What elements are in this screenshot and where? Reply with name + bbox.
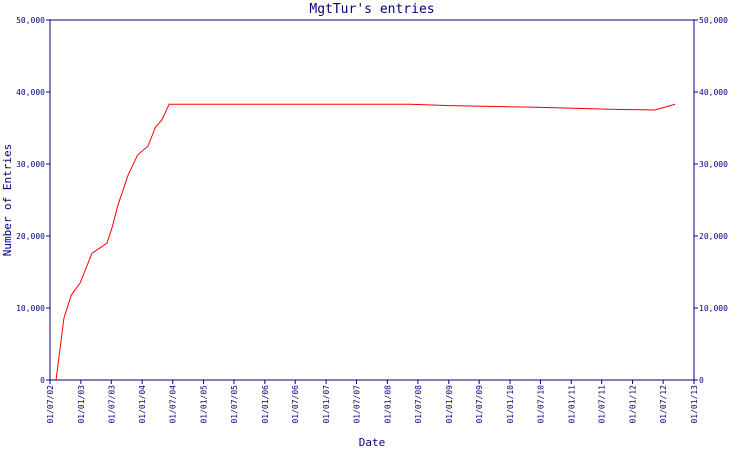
x-tick-label: 01/07/02: [46, 385, 55, 424]
x-tick-label: 01/07/06: [291, 385, 300, 424]
chart-title: MgtTur's entries: [309, 2, 434, 17]
y-tick-label: 40,000: [16, 88, 45, 97]
y-axis-title: Number of Entries: [1, 144, 14, 257]
y2-tick-label: 20,000: [699, 232, 728, 241]
x-tick-label: 01/01/09: [445, 385, 454, 424]
y-tick-label: 30,000: [16, 160, 45, 169]
x-tick-label: 01/07/10: [536, 385, 545, 424]
x-tick-label: 01/01/03: [77, 385, 86, 424]
x-tick-label: 01/07/08: [414, 385, 423, 424]
y-tick-label: 0: [40, 376, 45, 385]
x-tick-label: 01/01/08: [383, 385, 392, 424]
x-tick-label: 01/07/05: [230, 385, 239, 424]
y2-tick-label: 40,000: [699, 88, 728, 97]
y-tick-label: 20,000: [16, 232, 45, 241]
x-tick-label: 01/01/10: [506, 385, 515, 424]
x-tick-label: 01/01/12: [629, 385, 638, 424]
y2-tick-label: 30,000: [699, 160, 728, 169]
plot-frame: [49, 19, 695, 381]
y2-tick-label: 50,000: [699, 16, 728, 25]
x-tick-label: 01/07/11: [598, 385, 607, 424]
x-tick-label: 01/07/07: [352, 385, 361, 424]
x-tick-label: 01/07/12: [659, 385, 668, 424]
x-tick-label: 01/01/04: [138, 385, 147, 424]
x-tick-label: 01/01/13: [690, 385, 699, 424]
x-tick-label: 01/01/05: [200, 385, 209, 424]
x-axis-title: Date: [359, 436, 386, 449]
x-tick-label: 01/01/07: [322, 385, 331, 424]
x-tick-label: 01/01/11: [567, 385, 576, 424]
y-tick-label: 10,000: [16, 304, 45, 313]
y2-tick-label: 0: [699, 376, 704, 385]
x-tick-label: 01/07/03: [107, 385, 116, 424]
x-tick-label: 01/07/04: [169, 385, 178, 424]
y2-tick-label: 10,000: [699, 304, 728, 313]
y-tick-label: 50,000: [16, 16, 45, 25]
x-tick-label: 01/01/06: [261, 385, 270, 424]
x-tick-label: 01/07/09: [475, 385, 484, 424]
data-line: [55, 103, 676, 381]
